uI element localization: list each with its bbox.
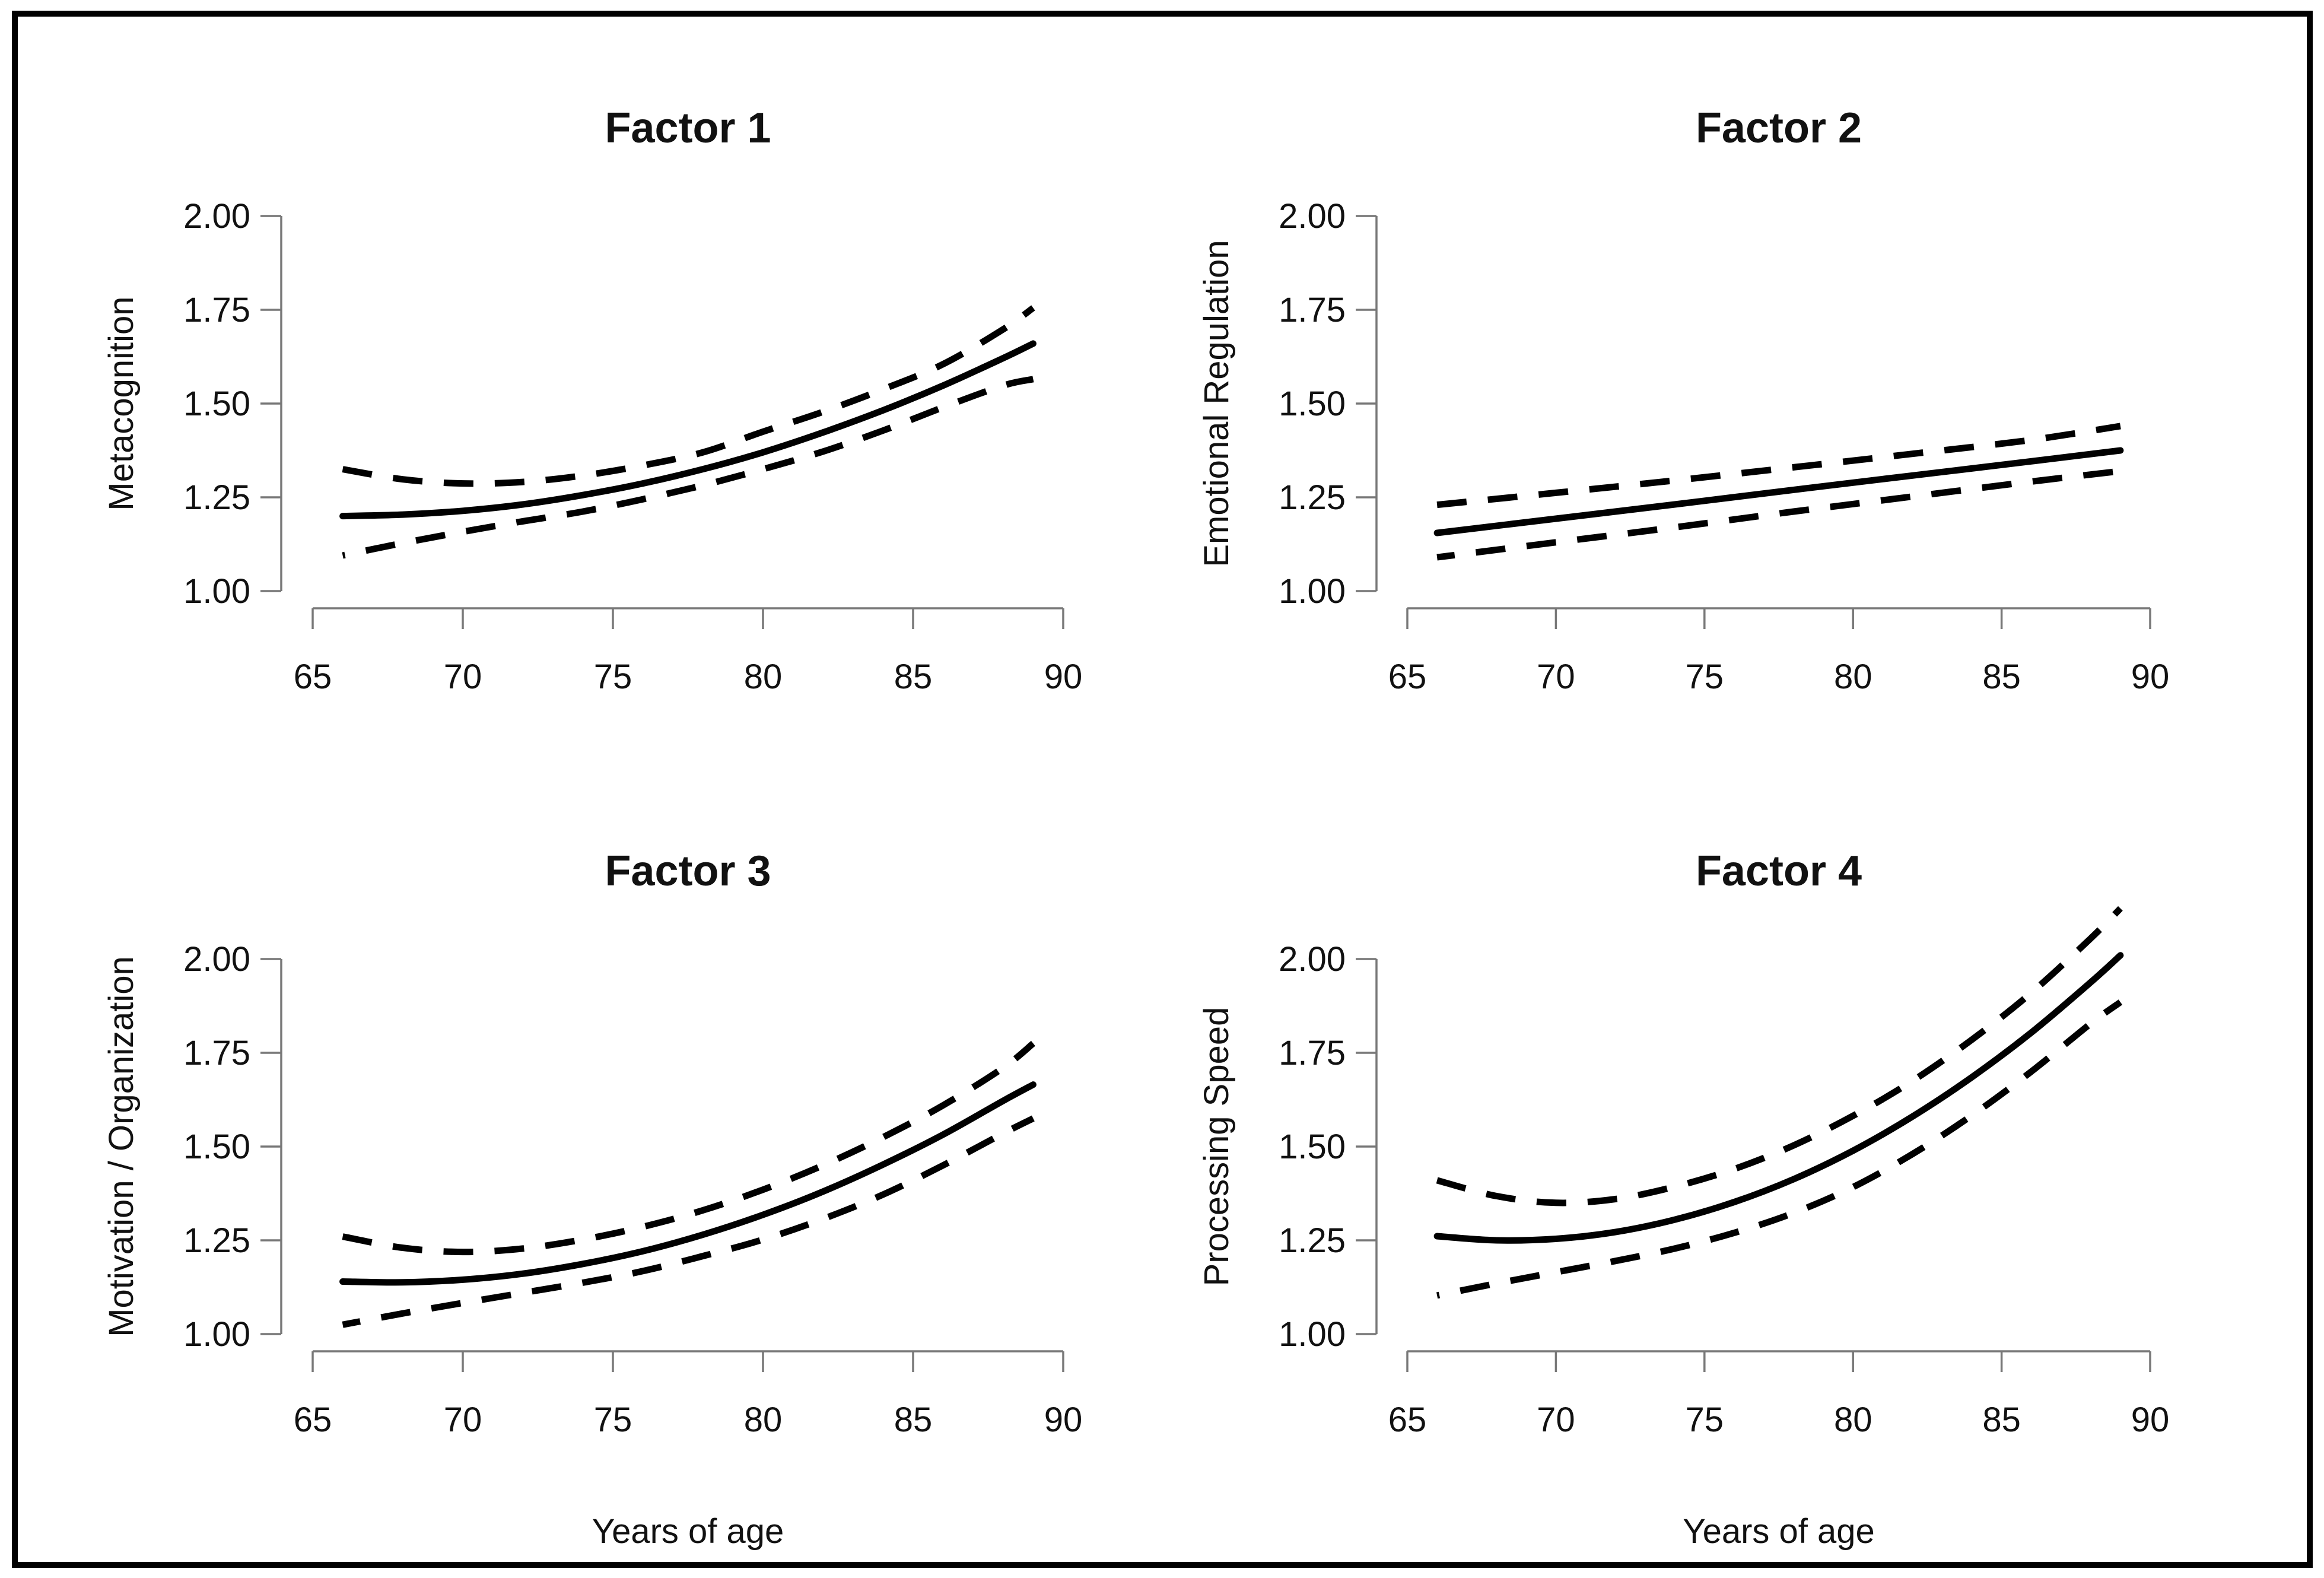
x-tick-label: 85 bbox=[1982, 658, 2021, 696]
x-tick-label: 85 bbox=[894, 658, 933, 696]
x-tick-label: 65 bbox=[294, 1401, 332, 1439]
y-tick-label: 1.25 bbox=[1279, 1221, 1346, 1260]
y-tick-label: 1.00 bbox=[183, 1315, 250, 1354]
x-axis-title: Years of age bbox=[1683, 1512, 1875, 1551]
series-upper-ci-line bbox=[1436, 906, 2123, 1206]
y-tick-label: 1.25 bbox=[1279, 478, 1346, 517]
x-tick-label: 75 bbox=[594, 658, 632, 696]
x-tick-label: 90 bbox=[2131, 1401, 2170, 1439]
panel-title: Factor 4 bbox=[1696, 847, 1862, 895]
panel-factor-4: Factor 4 1.00 1.25 1.50 1.75 2.00 65 70 75 80 85 90… bbox=[1197, 847, 2169, 1551]
y-axis-title: Processing Speed bbox=[1197, 1007, 1236, 1287]
series-estimate-line bbox=[339, 340, 1037, 520]
x-axis-title: Years of age bbox=[592, 1512, 784, 1551]
y-tick-label: 1.75 bbox=[1279, 291, 1346, 329]
x-tick-label: 65 bbox=[1388, 658, 1427, 696]
x-tick-label: 90 bbox=[1044, 658, 1083, 696]
series-upper-ci-line bbox=[1436, 423, 2121, 509]
panel-factor-1: Factor 1 1.00 1.25 1.50 1.75 2.00 65 70 75 80 85 90… bbox=[102, 104, 1082, 696]
y-axis-title: Motivation / Organization bbox=[102, 956, 141, 1337]
x-tick-label: 80 bbox=[1834, 1401, 1872, 1439]
x-tick-label: 70 bbox=[1537, 658, 1575, 696]
x-tick-label: 75 bbox=[1686, 658, 1724, 696]
panel-title: Factor 3 bbox=[605, 847, 771, 895]
y-axis-title: Emotional Regulation bbox=[1197, 240, 1236, 567]
series-lower-ci-line bbox=[1436, 468, 2121, 561]
x-tick-label: 70 bbox=[1537, 1401, 1575, 1439]
x-tick-label: 70 bbox=[444, 1401, 482, 1439]
x-tick-label: 90 bbox=[1044, 1401, 1083, 1439]
panel-title: Factor 1 bbox=[605, 104, 771, 152]
series-estimate-line bbox=[1433, 447, 2124, 536]
series-lower-ci-line bbox=[1436, 999, 2123, 1299]
y-tick-label: 1.25 bbox=[183, 1221, 250, 1260]
y-tick-label: 1.25 bbox=[183, 478, 250, 517]
y-tick-label: 2.00 bbox=[183, 940, 250, 979]
panel-factor-2: Factor 2 1.00 1.25 1.50 1.75 2.00 65 70 75 80 85 90… bbox=[1197, 104, 2169, 696]
y-tick-label: 2.00 bbox=[183, 197, 250, 236]
y-tick-label: 1.50 bbox=[1279, 385, 1346, 423]
y-tick-label: 1.50 bbox=[183, 1128, 250, 1166]
y-axis-title: Metacognition bbox=[102, 296, 141, 510]
series-lower-ci-line bbox=[342, 376, 1034, 559]
panel-title: Factor 2 bbox=[1696, 104, 1862, 152]
y-tick-label: 1.50 bbox=[1279, 1128, 1346, 1166]
x-tick-label: 75 bbox=[594, 1401, 632, 1439]
series-estimate-line bbox=[1433, 952, 2124, 1244]
series-estimate-line bbox=[339, 1081, 1037, 1286]
series-upper-ci-line bbox=[342, 1040, 1035, 1256]
y-tick-label: 1.00 bbox=[183, 572, 250, 611]
x-tick-label: 90 bbox=[2131, 658, 2170, 696]
y-tick-label: 1.00 bbox=[1279, 572, 1346, 611]
y-tick-label: 1.75 bbox=[183, 291, 250, 329]
series-upper-ci-line bbox=[342, 305, 1035, 487]
y-tick-label: 1.00 bbox=[1279, 1315, 1346, 1354]
x-tick-label: 80 bbox=[744, 1401, 783, 1439]
x-tick-label: 80 bbox=[744, 658, 783, 696]
y-tick-label: 1.50 bbox=[183, 385, 250, 423]
x-tick-label: 75 bbox=[1686, 1401, 1724, 1439]
y-tick-label: 1.75 bbox=[183, 1034, 250, 1072]
panel-factor-3: Factor 3 1.00 1.25 1.50 1.75 2.00 65 70 75 80 85 90… bbox=[102, 847, 1082, 1551]
y-tick-label: 2.00 bbox=[1279, 197, 1346, 236]
y-tick-label: 2.00 bbox=[1279, 940, 1346, 979]
x-tick-label: 85 bbox=[1982, 1401, 2021, 1439]
x-tick-label: 85 bbox=[894, 1401, 933, 1439]
figure-border bbox=[12, 11, 2313, 1568]
y-tick-label: 1.75 bbox=[1279, 1034, 1346, 1072]
x-tick-label: 70 bbox=[444, 658, 482, 696]
x-tick-label: 65 bbox=[1388, 1401, 1427, 1439]
x-tick-label: 65 bbox=[294, 658, 332, 696]
x-tick-label: 80 bbox=[1834, 658, 1872, 696]
series-lower-ci-line bbox=[342, 1115, 1035, 1328]
